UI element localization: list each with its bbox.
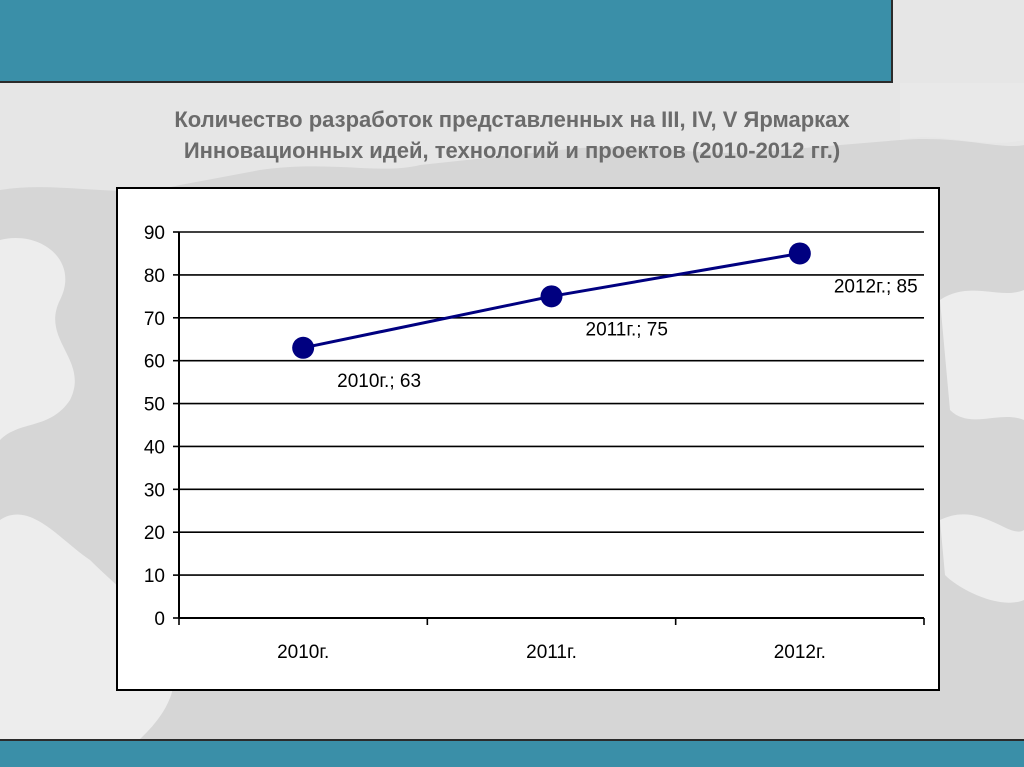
slide-title-line1: Количество разработок представленных на … [174,107,850,132]
x-tick-label: 2012г. [774,642,826,663]
y-tick-label: 70 [144,309,165,330]
y-tick-label: 80 [144,266,165,287]
x-tick-label: 2010г. [277,642,329,663]
data-point [540,285,563,308]
data-point [788,242,811,265]
slide-title: Количество разработок представленных на … [40,104,984,166]
data-labels: 2010г.; 63 2011г.; 75 2012г.; 85 [337,276,918,391]
y-tick-label: 30 [144,480,165,501]
data-point [292,336,315,359]
x-tick-labels: 2010г. 2011г. 2012г. [277,642,826,663]
header-band [0,0,893,83]
y-tick-label: 0 [154,609,165,630]
data-label: 2012г.; 85 [834,276,918,297]
data-label: 2010г.; 63 [337,371,421,392]
y-tick-label: 60 [144,352,165,373]
footer-band [0,739,1024,767]
y-tick-label: 20 [144,523,165,544]
line-chart: 0 10 20 30 40 50 60 70 80 90 2010г. 2011г. 2012г. 2… [144,223,925,663]
y-tick-label: 90 [144,223,165,244]
y-tick-labels: 0 10 20 30 40 50 60 70 80 90 [144,223,165,630]
axes [173,231,925,625]
y-tick-label: 50 [144,395,165,416]
y-tick-label: 40 [144,437,165,458]
x-tick-label: 2011г. [526,642,577,663]
y-tick-label: 10 [144,566,165,587]
chart-frame: 0 10 20 30 40 50 60 70 80 90 2010г. 2011г. 2012г. 2… [116,187,940,691]
slide-title-line2: Инновационных идей, технологий и проекто… [183,138,841,163]
gridlines [179,231,924,576]
data-label: 2011г.; 75 [586,319,668,340]
series-layer [292,242,811,359]
